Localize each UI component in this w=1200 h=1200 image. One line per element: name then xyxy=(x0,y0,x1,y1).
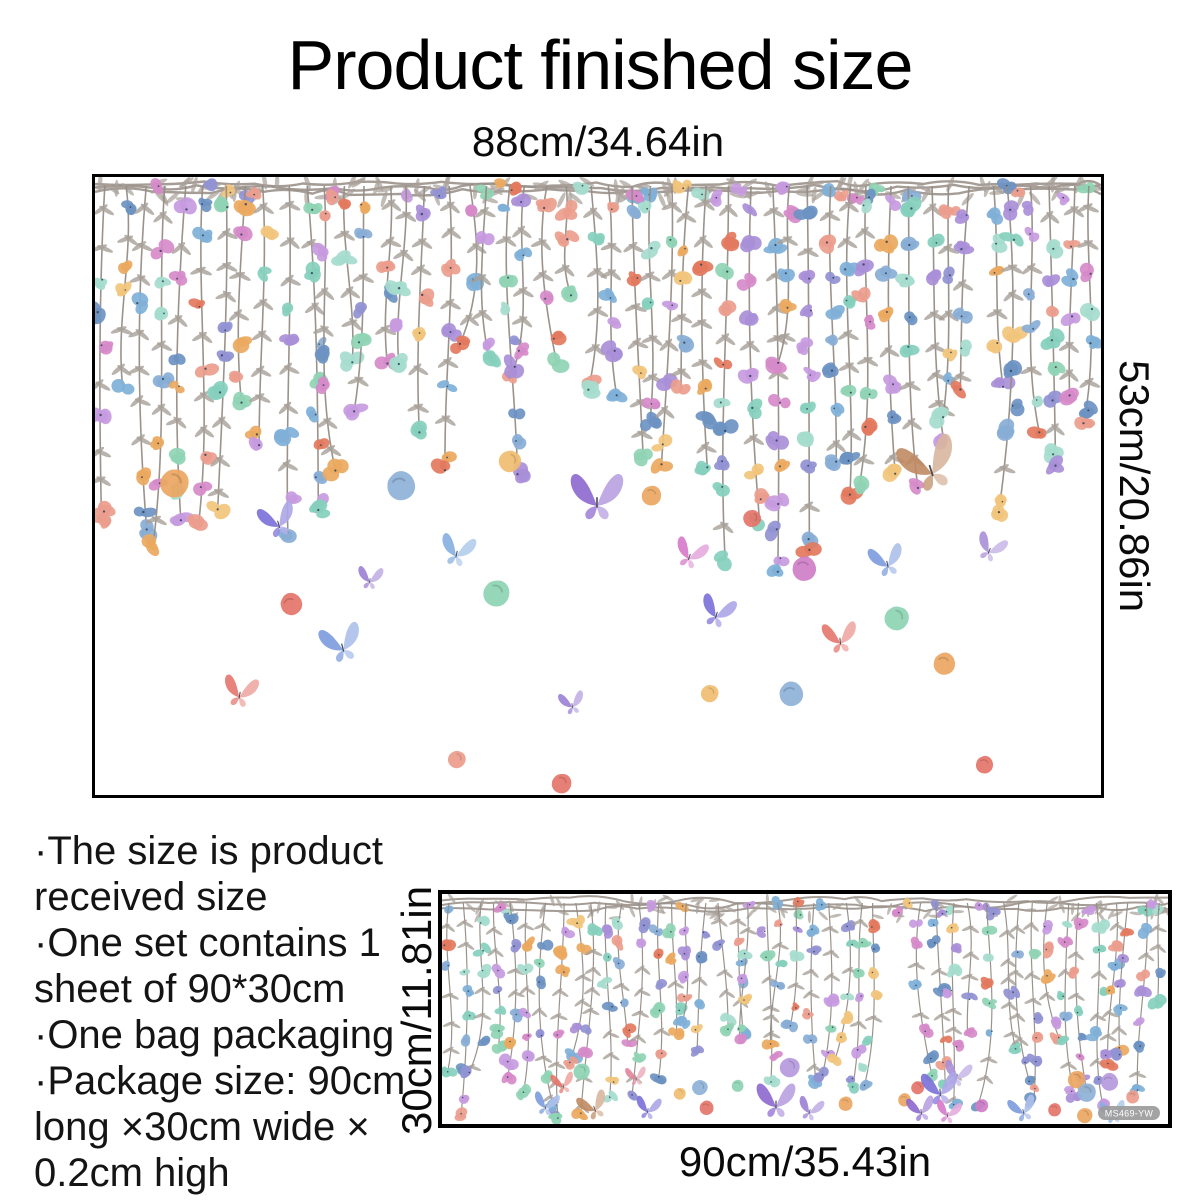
note-item: ·One bag packaging xyxy=(34,1013,395,1057)
notes-list: ·The size is product received size ·One … xyxy=(34,828,448,1196)
watermark-pill: MS469-YW xyxy=(1098,1106,1160,1120)
sheet-decal-art: MS469-YW xyxy=(442,894,1168,1124)
sheet-decal-box: MS469-YW xyxy=(438,890,1172,1128)
page-title: Product finished size xyxy=(287,26,914,104)
svg-text:MS469-YW: MS469-YW xyxy=(1105,1109,1154,1119)
main-height-label: 53cm/20.86in xyxy=(1111,359,1158,613)
sheet-height-label: 30cm/11.81in xyxy=(393,885,440,1135)
note-item: ·The size is product received size xyxy=(34,829,384,919)
main-decal-box xyxy=(92,174,1104,798)
sheet-width-label: 90cm/35.43in xyxy=(678,1138,932,1185)
note-item: ·Package size: 90cm long ×30cm wide × 0.… xyxy=(34,1059,406,1195)
main-decal-art xyxy=(95,177,1101,794)
main-width-label: 88cm/34.64in xyxy=(471,118,725,165)
note-item: ·One set contains 1 sheet of 90*30cm xyxy=(34,921,381,1011)
